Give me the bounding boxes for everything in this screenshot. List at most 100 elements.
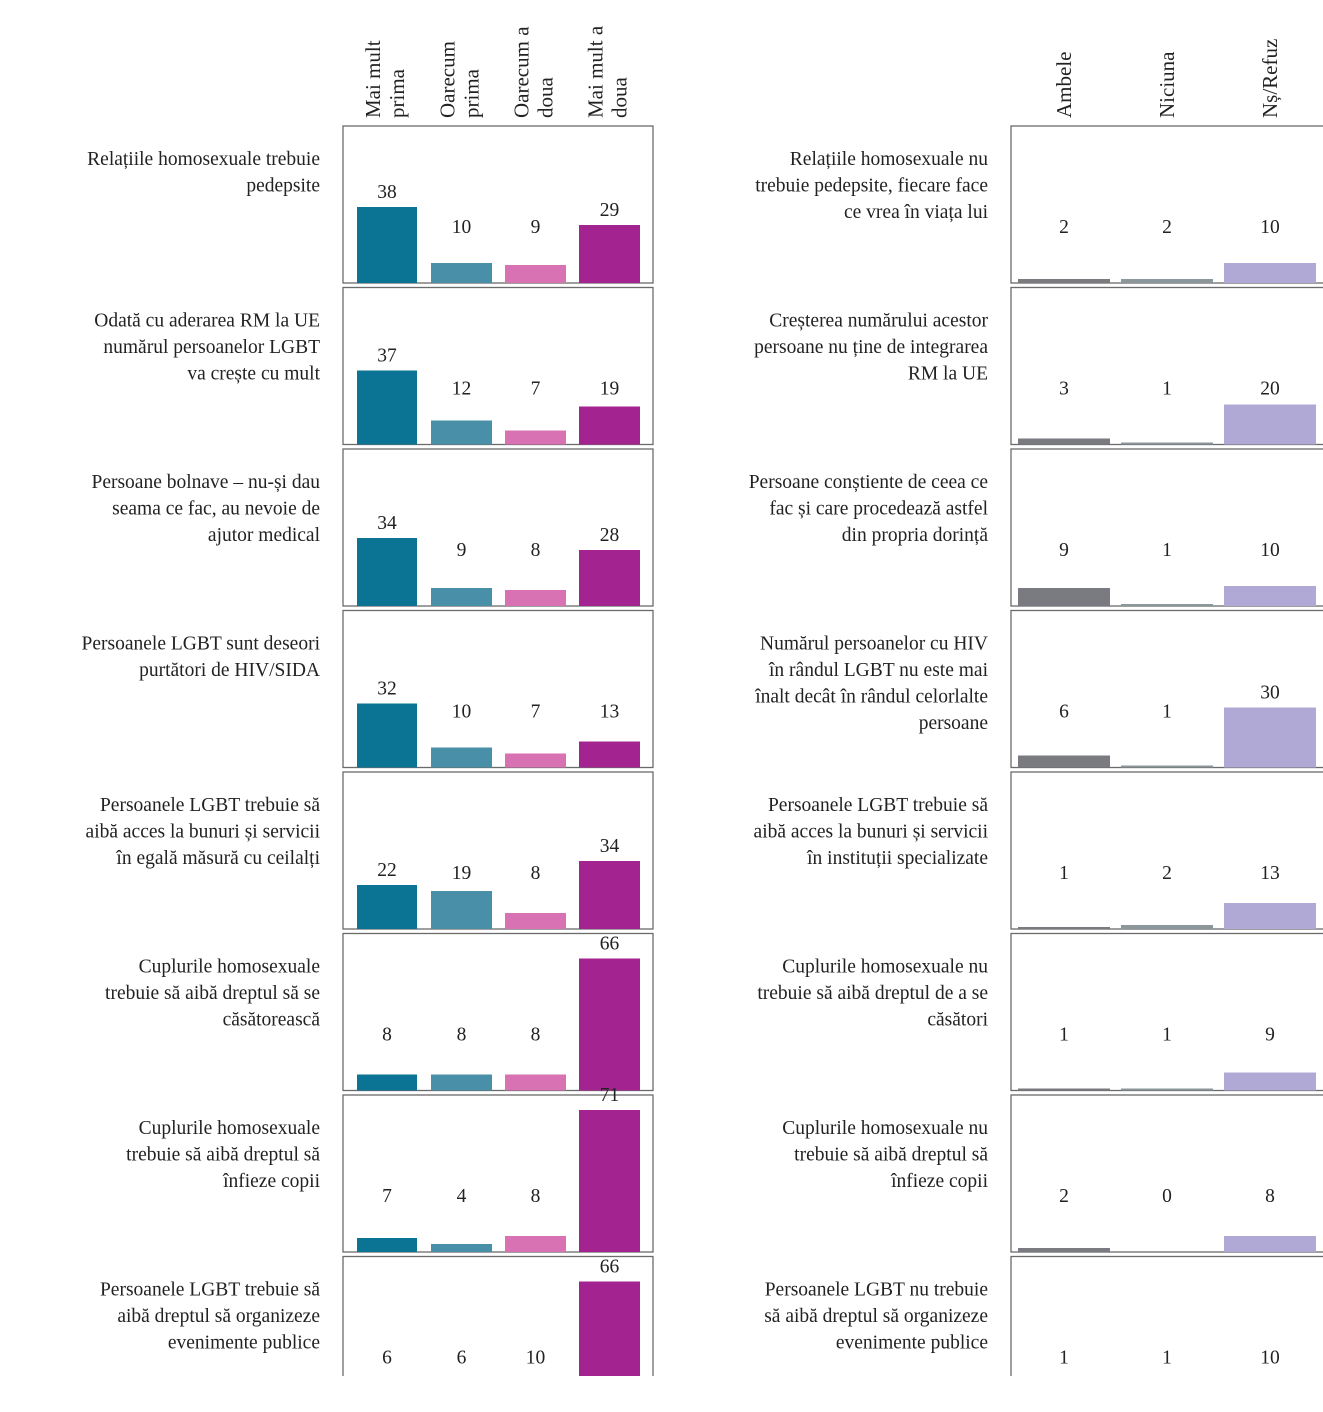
- column-header-text: Oarecum a: [510, 26, 534, 118]
- right-value-label: 1: [1162, 379, 1172, 400]
- left-bar: [357, 370, 417, 445]
- right-panel-frame: [1010, 448, 1323, 607]
- left-bar: [431, 1402, 492, 1412]
- left-value-label: 29: [600, 200, 620, 221]
- left-value-label: 34: [377, 513, 397, 534]
- right-bar: [1018, 1248, 1110, 1252]
- left-value-label: 22: [377, 860, 397, 881]
- right-value-label: 1: [1162, 540, 1172, 561]
- right-bar: [1224, 903, 1316, 929]
- right-bar: [1121, 279, 1213, 283]
- left-value-label: 37: [377, 346, 397, 367]
- right-value-label: 3: [1059, 379, 1069, 400]
- right-value-label: 9: [1265, 1025, 1275, 1046]
- left-value-label: 8: [531, 1186, 541, 1207]
- right-value-label: 1: [1162, 1348, 1172, 1369]
- left-bar: [431, 420, 492, 445]
- first-statement-label: Cuplurile homosexuale trebuie să aibă dre…: [105, 957, 320, 1031]
- left-value-label: 8: [531, 863, 541, 884]
- first-statement-label: Persoanele LGBT sunt deseori purtători de…: [82, 634, 321, 682]
- right-value-label: 10: [1260, 217, 1280, 238]
- statement-row: Persoanele LGBT sunt deseori purtători de…: [82, 609, 1323, 769]
- right-value-label: 1: [1162, 1025, 1172, 1046]
- chart-rows: Relațiile homosexuale trebuie pedepsite Re…: [82, 125, 1323, 1412]
- right-bar: [1018, 927, 1110, 929]
- left-value-label: 8: [531, 1025, 541, 1046]
- column-header-text: Mai mult: [361, 40, 385, 118]
- right-bar: [1018, 588, 1110, 606]
- left-bar: [357, 1402, 417, 1412]
- right-panel-frame: [1010, 932, 1323, 1092]
- left-bar: [505, 1074, 566, 1091]
- left-value-label: 9: [457, 540, 467, 561]
- left-value-label: 7: [531, 379, 541, 400]
- right-bar: [1018, 755, 1110, 768]
- first-statement-label: Persoanele LGBT trebuie să aibă dreptul s…: [100, 1280, 320, 1354]
- right-bar: [1018, 1088, 1110, 1091]
- left-value-label: 10: [452, 217, 472, 238]
- left-bar: [505, 1236, 566, 1252]
- first-statement-label: Persoane bolnave – nu-și dau seama ce fac…: [91, 472, 320, 546]
- right-value-label: 13: [1260, 863, 1280, 884]
- right-bar: [1224, 1236, 1316, 1252]
- left-bar: [579, 225, 640, 283]
- column-header-text: doua: [534, 77, 558, 119]
- right-column-header: Ambele: [1052, 52, 1076, 118]
- left-value-label: 66: [600, 1257, 620, 1278]
- right-value-label: 2: [1059, 217, 1069, 238]
- left-value-label: 8: [531, 540, 541, 561]
- second-statement-label: Persoanele LGBT nu trebuie să aibă dreptu…: [764, 1280, 988, 1354]
- statement-row: Persoanele LGBT trebuie să aibă acces la …: [86, 771, 1323, 930]
- left-panel-frame: [342, 448, 654, 607]
- left-value-label: 6: [382, 1348, 392, 1369]
- second-statement-label: Relațiile homosexuale nu trebuie pedepsit…: [755, 149, 988, 223]
- second-statement-label: Creșterea numărului acestor persoane nu ț…: [754, 311, 988, 385]
- right-bar: [1224, 1394, 1316, 1412]
- first-statement-label: Cuplurile homosexuale trebuie să aibă dre…: [126, 1118, 320, 1192]
- second-statement-label: Numărul persoanelor cu HIV în rândul LGBT…: [754, 634, 988, 735]
- right-value-label: 20: [1260, 379, 1280, 400]
- right-bar: [1018, 438, 1110, 445]
- right-value-label: 0: [1162, 1186, 1172, 1207]
- right-panel-headers: Ambele Niciuna Nș/Refuz: [1052, 39, 1282, 118]
- left-panel-frame: [342, 771, 654, 930]
- left-value-label: 32: [377, 679, 397, 700]
- left-panel-frame: [342, 1094, 654, 1253]
- statement-row: Persoanele LGBT trebuie să aibă dreptul s…: [100, 1255, 1323, 1412]
- left-panel-headers: Mai mult prima Oarecum prima Oarecum a doua Ma…: [361, 25, 632, 118]
- left-bar: [431, 263, 492, 283]
- statement-row: Odată cu aderarea RM la UE numărul persoa…: [94, 286, 1323, 446]
- left-bar: [505, 1394, 566, 1412]
- left-panel-frame: [342, 1255, 654, 1376]
- left-bar: [579, 1281, 640, 1376]
- right-value-label: 2: [1059, 1186, 1069, 1207]
- left-panel-frame: [342, 609, 654, 769]
- left-bar: [357, 1074, 417, 1091]
- left-panel-frame: [342, 932, 654, 1092]
- right-value-label: 8: [1265, 1186, 1275, 1207]
- left-value-label: 10: [526, 1348, 546, 1369]
- second-statement-label: Cuplurile homosexuale nu trebuie să aibă …: [782, 1118, 988, 1192]
- left-bar: [357, 207, 417, 283]
- column-header-text: Oarecum: [436, 41, 460, 118]
- left-value-label: 9: [531, 217, 541, 238]
- right-value-label: 2: [1162, 863, 1172, 884]
- right-value-label: 9: [1059, 540, 1069, 561]
- left-value-label: 10: [452, 702, 472, 723]
- right-value-label: 1: [1162, 702, 1172, 723]
- left-bar: [579, 406, 640, 445]
- left-bar: [505, 430, 566, 445]
- left-value-label: 6: [457, 1348, 467, 1369]
- right-value-label: 10: [1260, 1348, 1280, 1369]
- left-column-header: Oarecum a doua: [510, 26, 558, 118]
- right-value-label: 1: [1059, 1348, 1069, 1369]
- left-value-label: 34: [600, 836, 620, 857]
- left-bar: [579, 958, 640, 1091]
- left-panel-frame: [342, 125, 654, 284]
- right-bar: [1121, 925, 1213, 929]
- left-value-label: 12: [452, 379, 472, 400]
- left-bar: [431, 891, 492, 929]
- left-value-label: 38: [377, 182, 397, 203]
- left-bar: [431, 747, 492, 768]
